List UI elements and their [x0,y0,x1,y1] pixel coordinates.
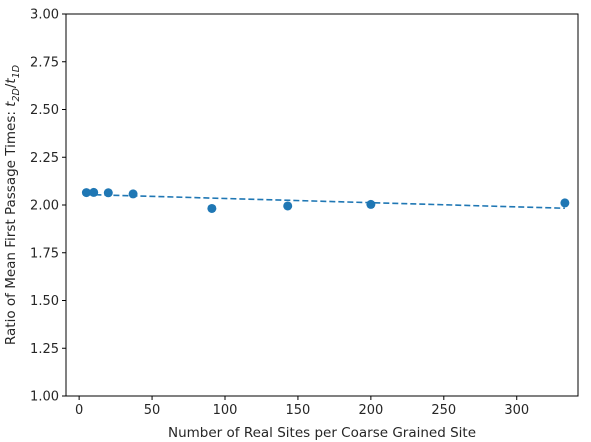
y-tick-label: 2.00 [30,199,59,214]
x-tick-label: 300 [504,403,529,418]
x-tick-label: 100 [213,403,238,418]
y-tick-label: 1.50 [30,294,59,309]
y-tick-label: 2.50 [30,103,59,118]
data-point [560,198,570,208]
data-point [81,188,91,198]
data-point [128,189,138,199]
y-tick-label: 3.00 [30,8,59,23]
y-axis-ticks: 1.00 1.25 1.50 1.75 2.00 2.25 2.50 2.75 3.00 [30,8,66,405]
points-layer [81,187,570,213]
y-tick-label: 1.00 [30,390,59,405]
data-point [89,187,99,197]
x-tick-label: 50 [144,403,161,418]
data-point [103,188,113,198]
fit-line-layer [86,193,565,210]
data-point [283,201,293,211]
y-tick-label: 2.25 [30,151,59,166]
y-tick-label: 2.75 [30,55,59,70]
y-axis-label-numerator-subscript: 2D [11,88,22,101]
y-tick-label: 1.25 [30,342,59,357]
y-axis-label-t-denominator: t [3,78,19,84]
y-axis-label-denominator-subscript: 1D [11,65,22,78]
x-tick-label: 200 [358,403,383,418]
x-axis-ticks: 0 50 100 150 200 250 300 [75,396,529,418]
x-axis-label: Number of Real Sites per Coarse Grained … [168,425,476,441]
y-axis-label-prefix: Ratio of Mean First Passage Times: [3,107,19,345]
data-point [366,199,376,209]
y-axis-label: Ratio of Mean First Passage Times: t2D/t… [3,65,22,345]
y-tick-label: 1.75 [30,246,59,261]
x-tick-label: 250 [431,403,456,418]
data-point [207,203,217,213]
x-tick-label: 150 [286,403,311,418]
fit-line [86,193,565,210]
y-axis-label-t-numerator: t [3,101,19,107]
y-axis-label-slash: / [3,83,19,88]
plot-frame [65,13,579,397]
x-tick-label: 0 [75,403,83,418]
